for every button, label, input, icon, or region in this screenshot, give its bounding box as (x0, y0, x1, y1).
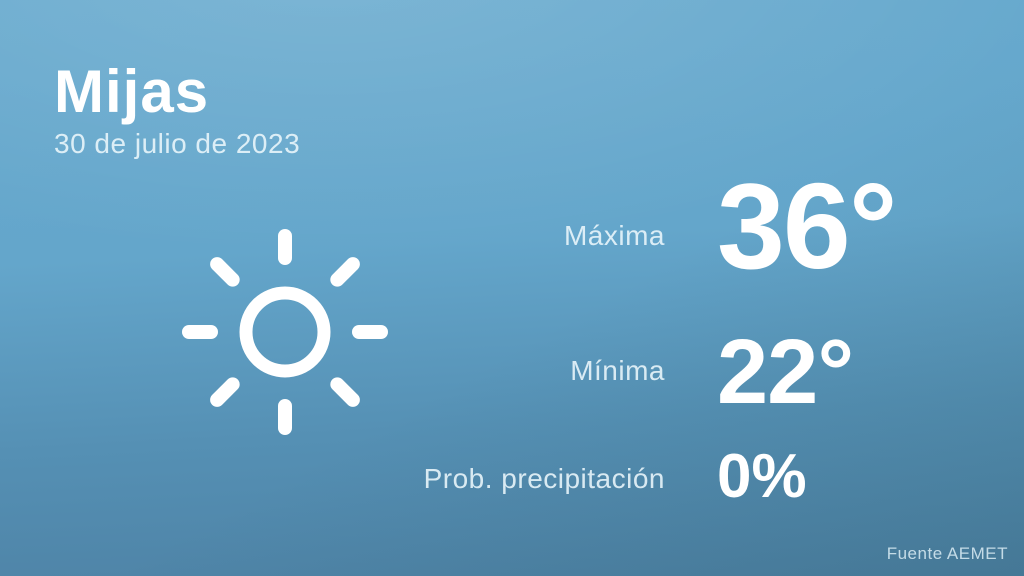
min-temp-label: Mínima (570, 355, 665, 386)
precipitation-label: Prob. precipitación (423, 463, 665, 494)
precipitation-value: 0% (717, 442, 807, 511)
source-attribution: Fuente AEMET (886, 544, 1008, 563)
max-temp-label: Máxima (563, 220, 665, 251)
max-temp-value: 36° (717, 158, 897, 294)
sun-icon (180, 227, 390, 437)
min-temp-value: 22° (717, 321, 854, 423)
location-title: Mijas (54, 58, 210, 125)
forecast-date: 30 de julio de 2023 (54, 128, 301, 159)
